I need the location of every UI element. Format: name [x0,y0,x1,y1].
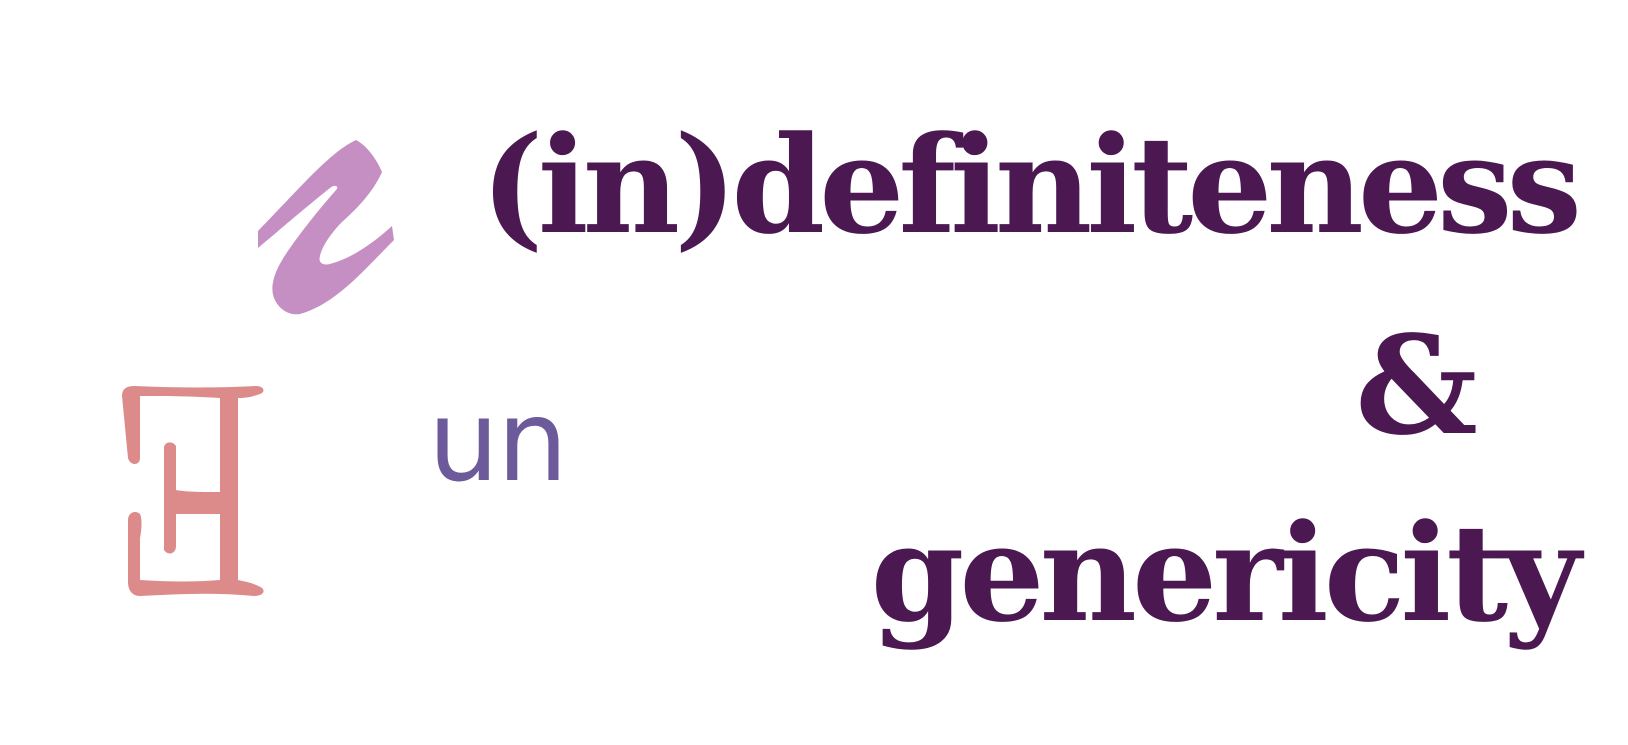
un-label: un [428,377,568,507]
iota-logo-icon [258,140,394,315]
title-ampersand: & [1355,306,1478,466]
title-line-genericity: genericity [870,494,1581,652]
title-line-indefiniteness: (in)definiteness [480,106,1582,264]
exists-symbol-icon [122,386,264,596]
